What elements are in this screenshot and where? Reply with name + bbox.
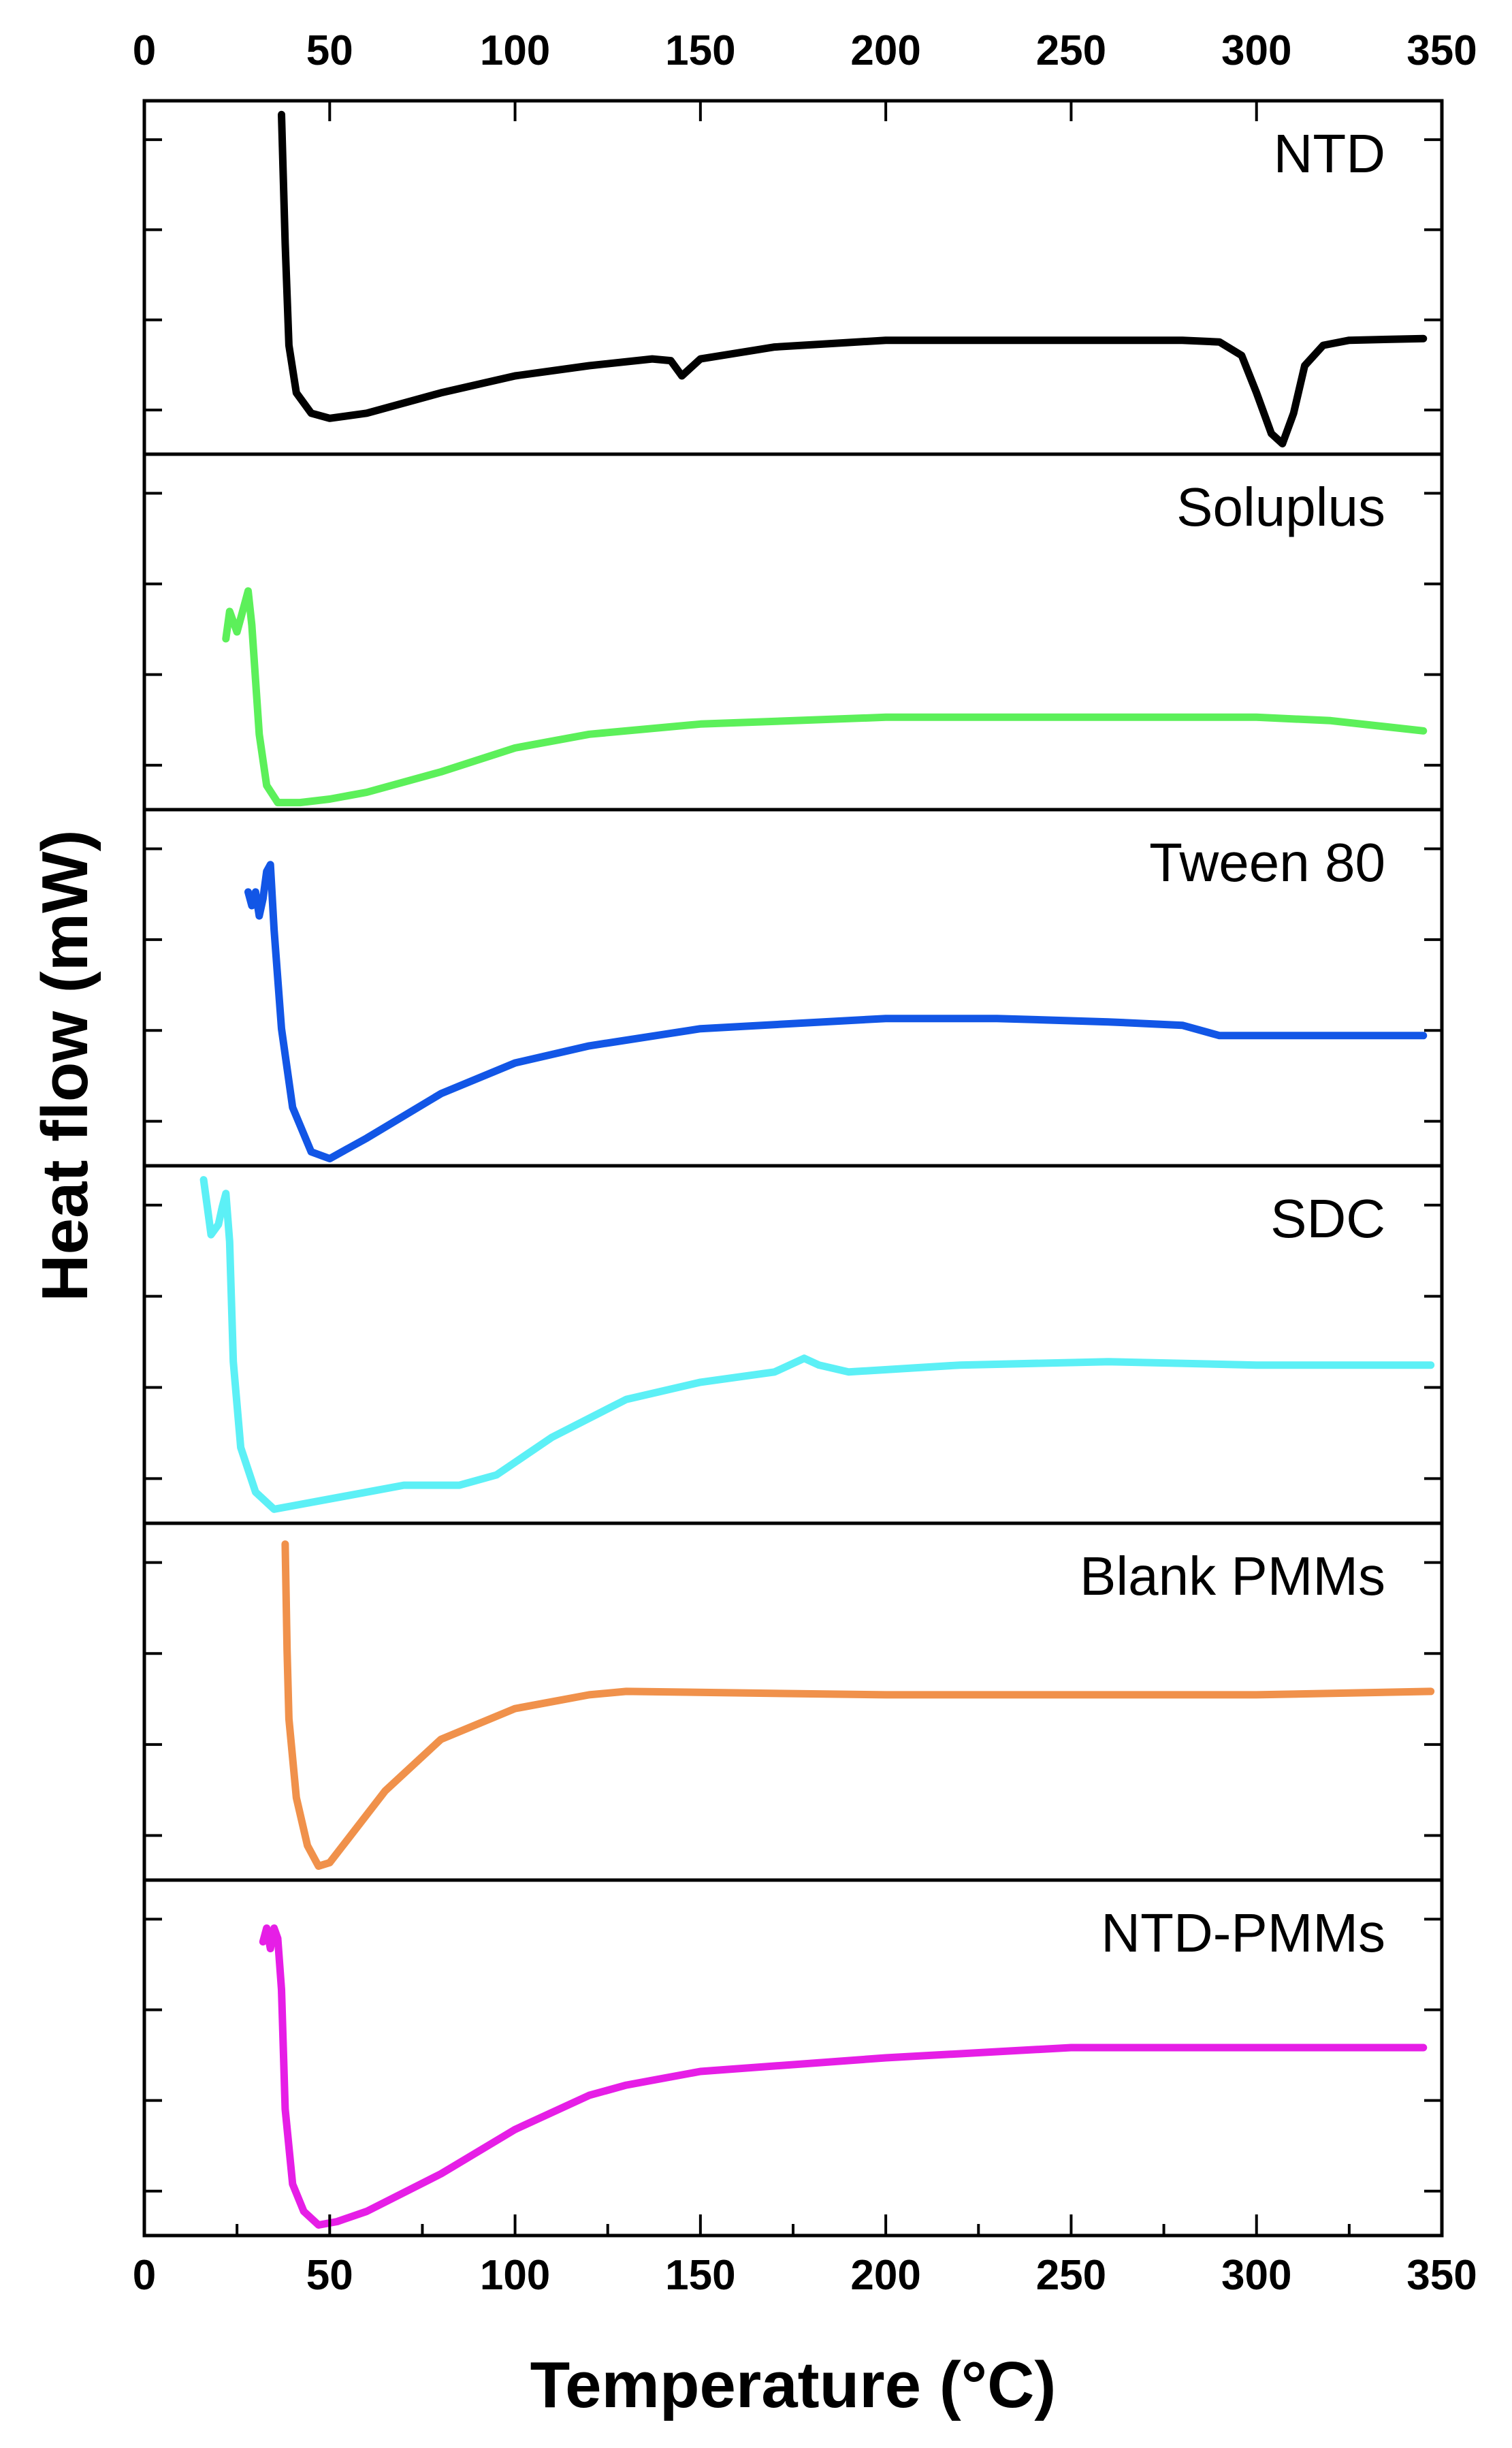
panel-tween-80: Tween 80 [142, 808, 1444, 1168]
top-x-tick-label: 50 [306, 27, 353, 74]
series-line [281, 1540, 1435, 1870]
x-tick-label: 0 [133, 2252, 156, 2299]
series-line [199, 1176, 1435, 1513]
series-label: Blank PMMs [1080, 1546, 1385, 1606]
panel-sdc: SDC [142, 1164, 1444, 1525]
x-tick-label: 50 [306, 2252, 353, 2299]
series-line [278, 110, 1428, 448]
series-label: Tween 80 [1149, 832, 1385, 893]
panel-ntd-pmms: NTD-PMMs [142, 1878, 1444, 2238]
y-axis-title: Heat flow (mW) [29, 829, 101, 1301]
series-line [222, 587, 1428, 807]
x-tick-label: 250 [1036, 2252, 1106, 2299]
x-tick-label: 300 [1221, 2252, 1291, 2299]
series-label: Soluplus [1176, 477, 1385, 537]
panel-ntd: NTD [142, 99, 1444, 456]
top-x-tick-label: 250 [1036, 27, 1106, 74]
top-x-tick-label: 100 [480, 27, 550, 74]
top-x-tick-label: 150 [665, 27, 735, 74]
panel-frame [142, 1164, 1444, 1525]
x-tick-label: 150 [665, 2252, 735, 2299]
x-tick-label: 100 [480, 2252, 550, 2299]
top-x-tick-label: 300 [1221, 27, 1291, 74]
panel-blank-pmms: Blank PMMs [142, 1521, 1444, 1882]
series-line [244, 861, 1428, 1162]
top-x-tick-label: 200 [850, 27, 920, 74]
panel-frame [142, 99, 1444, 456]
series-label: NTD [1274, 123, 1385, 184]
series-label: SDC [1270, 1188, 1385, 1249]
bottom-x-axis: 0 50 100 150 200 250 300 350 [133, 2214, 1477, 2299]
top-x-tick-label: 350 [1406, 27, 1477, 74]
panel-soluplus: Soluplus [142, 452, 1444, 812]
series-label: NTD-PMMs [1101, 1903, 1385, 1963]
panels: NTD Soluplus Tween 80 SDC Blank PMMs NTD-PMMs [142, 99, 1444, 2238]
x-tick-label: 200 [850, 2252, 920, 2299]
x-axis-title: Temperature (°C) [530, 2349, 1057, 2421]
top-x-axis: 0 50 100 150 200 250 300 350 [133, 27, 1477, 121]
x-tick-label: 350 [1406, 2252, 1477, 2299]
top-x-tick-label: 0 [133, 27, 156, 74]
series-line [259, 1924, 1428, 2229]
